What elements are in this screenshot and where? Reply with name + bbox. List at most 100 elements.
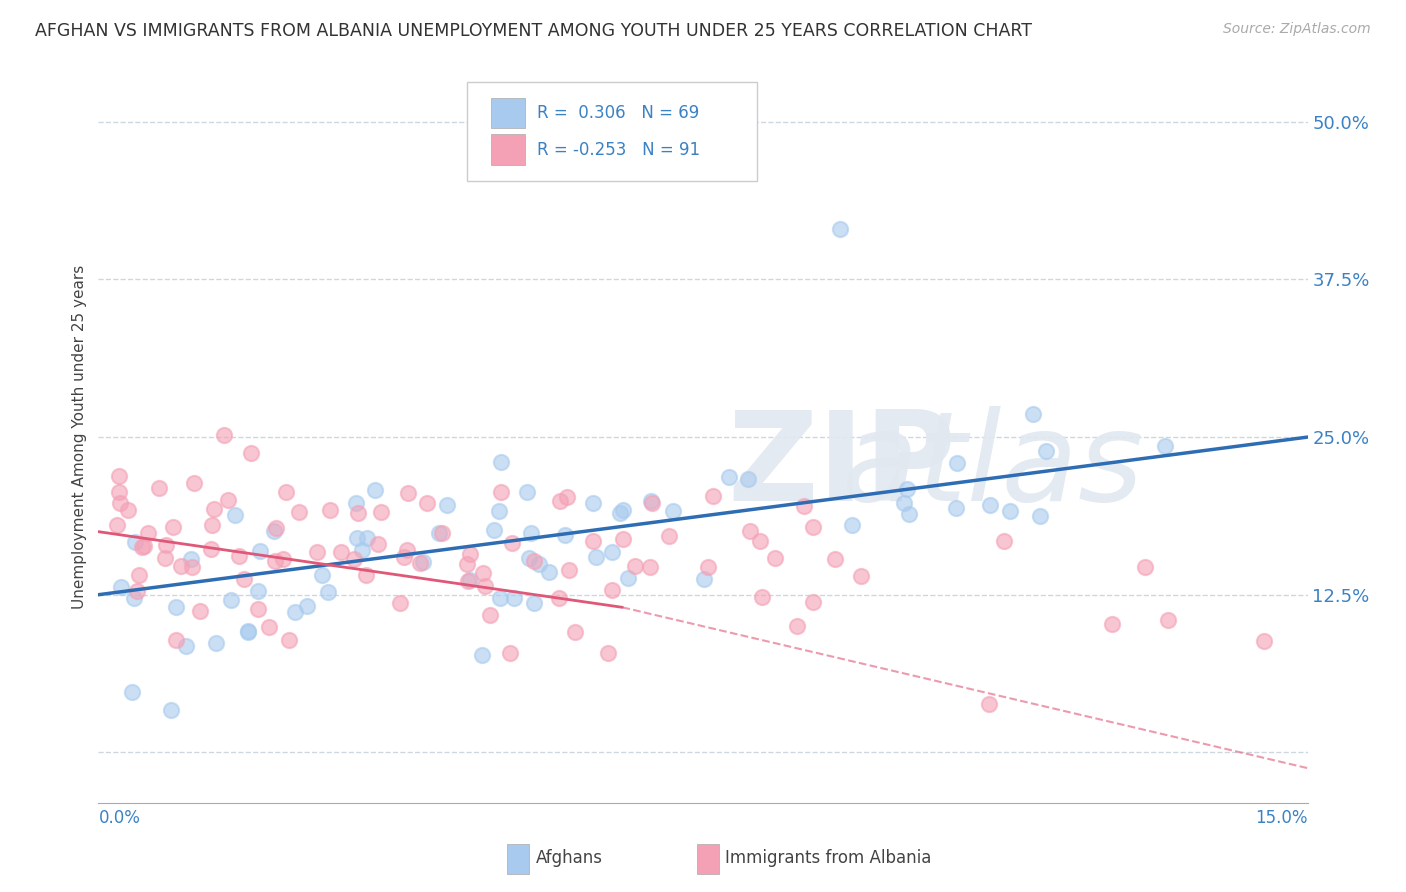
Point <box>121 685 143 699</box>
Point <box>236 624 259 638</box>
Point <box>352 542 374 557</box>
Point <box>170 558 193 573</box>
Point <box>558 563 581 577</box>
Text: Afghans: Afghans <box>536 848 603 867</box>
Point <box>160 703 183 717</box>
Point <box>489 591 512 606</box>
Point <box>751 590 773 604</box>
FancyBboxPatch shape <box>467 82 758 181</box>
Point <box>998 504 1021 518</box>
Point <box>828 222 851 236</box>
Point <box>284 605 307 619</box>
Point <box>596 646 619 660</box>
Point <box>484 524 506 538</box>
Point <box>945 456 967 470</box>
Point <box>737 472 759 486</box>
Point <box>617 571 640 585</box>
Point <box>640 496 662 510</box>
Point <box>993 534 1015 549</box>
Point <box>979 498 1001 512</box>
Point <box>200 541 222 556</box>
Point <box>318 585 340 599</box>
Text: R = -0.253   N = 91: R = -0.253 N = 91 <box>537 141 700 159</box>
Point <box>117 502 139 516</box>
Point <box>202 502 225 516</box>
Point <box>416 496 439 510</box>
Point <box>696 559 718 574</box>
Point <box>602 544 624 558</box>
Point <box>555 490 578 504</box>
Point <box>748 533 770 548</box>
Point <box>246 602 269 616</box>
Point <box>367 537 389 551</box>
Point <box>412 555 434 569</box>
Point <box>257 620 280 634</box>
Point <box>640 494 662 508</box>
Point <box>249 544 271 558</box>
Point <box>502 591 524 606</box>
Point <box>395 542 418 557</box>
Point <box>662 504 685 518</box>
Point <box>763 551 786 566</box>
Point <box>624 559 647 574</box>
Point <box>295 599 318 614</box>
Text: AFGHAN VS IMMIGRANTS FROM ALBANIA UNEMPLOYMENT AMONG YOUTH UNDER 25 YEARS CORREL: AFGHAN VS IMMIGRANTS FROM ALBANIA UNEMPL… <box>35 22 1032 40</box>
Point <box>600 582 623 597</box>
Point <box>499 646 522 660</box>
Point <box>188 604 211 618</box>
Point <box>456 557 478 571</box>
Point <box>1022 407 1045 421</box>
Point <box>609 506 631 520</box>
Point <box>311 568 333 582</box>
FancyBboxPatch shape <box>492 135 526 165</box>
Point <box>554 527 576 541</box>
Point <box>344 495 367 509</box>
Point <box>346 531 368 545</box>
Point <box>478 608 501 623</box>
Point <box>392 550 415 565</box>
Point <box>264 554 287 568</box>
Text: 15.0%: 15.0% <box>1256 809 1308 827</box>
Point <box>165 633 187 648</box>
Point <box>153 551 176 566</box>
Point <box>471 648 494 662</box>
Point <box>1133 559 1156 574</box>
Point <box>581 496 603 510</box>
Point <box>136 525 159 540</box>
Text: Immigrants from Albania: Immigrants from Albania <box>724 848 931 867</box>
Point <box>898 507 921 521</box>
Point <box>612 533 634 547</box>
Point <box>266 521 288 535</box>
Point <box>801 520 824 534</box>
FancyBboxPatch shape <box>697 845 718 874</box>
Point <box>263 524 285 538</box>
Point <box>174 640 197 654</box>
Point <box>201 518 224 533</box>
Point <box>217 493 239 508</box>
Point <box>148 481 170 495</box>
Point <box>1154 439 1177 453</box>
Point <box>472 566 495 581</box>
Point <box>356 531 378 545</box>
Point <box>278 632 301 647</box>
Point <box>517 550 540 565</box>
Point <box>740 524 762 539</box>
Point <box>232 572 254 586</box>
Point <box>330 545 353 559</box>
Point <box>548 591 571 605</box>
Point <box>527 557 550 571</box>
Point <box>125 584 148 599</box>
Point <box>538 566 561 580</box>
Point <box>105 518 128 533</box>
FancyBboxPatch shape <box>492 98 526 128</box>
Point <box>108 468 131 483</box>
Point <box>488 504 510 518</box>
Point <box>165 600 187 615</box>
Text: Source: ZipAtlas.com: Source: ZipAtlas.com <box>1223 22 1371 37</box>
Point <box>110 580 132 594</box>
Point <box>205 636 228 650</box>
Point <box>162 520 184 534</box>
Point <box>1253 634 1275 648</box>
Point <box>692 572 714 586</box>
Point <box>849 569 872 583</box>
